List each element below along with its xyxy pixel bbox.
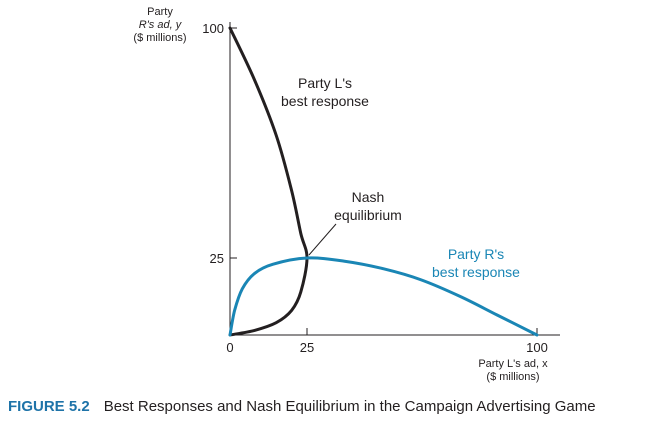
x-tick-label-100: 100 — [526, 340, 548, 355]
nash-label-line2: equilibrium — [334, 207, 402, 223]
l-best-response-label-line1: Party L's — [298, 75, 352, 91]
x-tick-label-0: 0 — [226, 340, 233, 355]
figure-caption: FIGURE 5.2 Best Responses and Nash Equili… — [8, 398, 596, 415]
x-axis-label-line1: Party L's ad, x — [478, 358, 548, 370]
nash-pointer-line — [308, 223, 337, 256]
r-best-response-label-line2: best response — [432, 264, 520, 280]
y-axis-label-line2: R's ad, y — [139, 19, 183, 31]
y-axis-label-line3: ($ millions) — [133, 32, 186, 44]
nash-label-line1: Nash — [352, 189, 385, 205]
y-tick-label-25: 25 — [210, 251, 224, 266]
y-tick-label-100: 100 — [202, 21, 224, 36]
r-best-response-label-line1: Party R's — [448, 246, 504, 262]
party-r-best-response-curve — [228, 256, 539, 337]
x-tick-label-25: 25 — [300, 340, 314, 355]
figure-number: FIGURE 5.2 — [8, 398, 90, 415]
figure-title: Best Responses and Nash Equilibrium in t… — [103, 398, 596, 415]
x-axis-label-line2: ($ millions) — [486, 371, 539, 383]
l-best-response-label-line2: best response — [281, 93, 369, 109]
y-axis-label-line1: Party — [147, 6, 173, 18]
